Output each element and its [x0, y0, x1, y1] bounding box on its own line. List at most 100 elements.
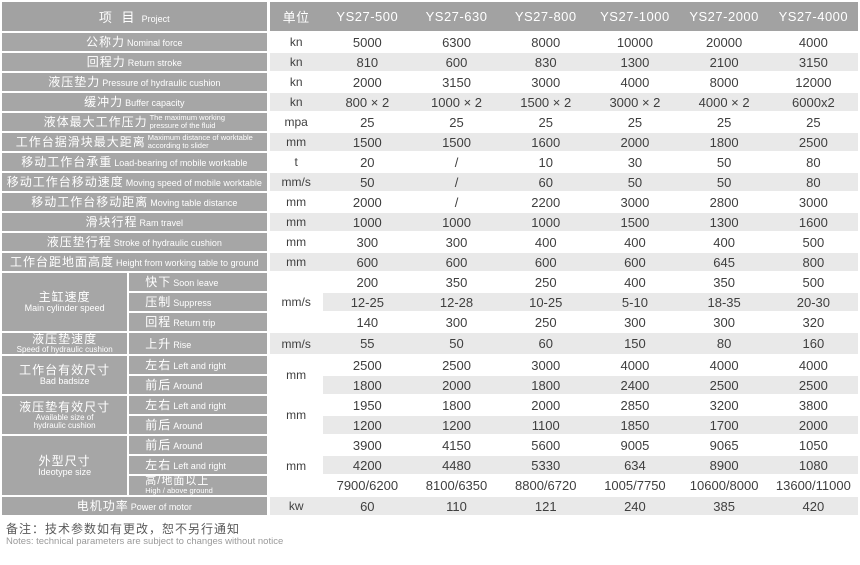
- row-label-en: Height from working table to ground: [116, 258, 259, 268]
- value-cell: 830: [501, 53, 591, 73]
- value-cell: 110: [411, 497, 502, 517]
- value-cell: 5-10: [590, 293, 680, 313]
- value-cell: 50: [679, 153, 769, 173]
- row-label-en: Nominal force: [127, 38, 183, 48]
- row-label-en: Buffer capacity: [125, 98, 185, 108]
- value-cell: 160: [768, 333, 858, 356]
- row-label: 回程力 Return stroke: [2, 53, 270, 73]
- value-cell: 1800: [679, 133, 769, 153]
- unit-cell: kn: [269, 33, 323, 53]
- value-cell: 2500: [679, 376, 769, 396]
- row-sublabel: 左右 Left and right: [129, 456, 270, 476]
- table-row: 工作台据滑块最大距离 Maximum distance of worktable a…: [2, 133, 858, 153]
- header-project-en: Project: [141, 14, 170, 24]
- value-cell: 10: [501, 153, 591, 173]
- unit-cell: kw: [269, 497, 323, 517]
- value-cell: 5600: [501, 436, 591, 456]
- group-label-en: Available size of: [35, 412, 94, 422]
- value-cell: 25: [679, 113, 769, 133]
- value-cell: 7900/6200: [322, 476, 412, 497]
- row-sublabel: 前后 Around: [129, 376, 270, 396]
- value-cell: 60: [501, 333, 591, 356]
- value-cell: 300: [411, 313, 502, 333]
- row-label-zh: 液压垫行程: [46, 235, 112, 249]
- row-label-zh: 滑块行程: [85, 215, 138, 229]
- value-cell: 200: [322, 273, 412, 293]
- note-en: Notes: technical parameters are subject …: [6, 536, 284, 547]
- unit-cell: mm: [269, 436, 323, 497]
- row-sublabel-en: Around: [173, 421, 203, 431]
- row-sublabel-zh: 左右: [145, 398, 172, 412]
- group-label-zh: 液压垫速度: [32, 333, 98, 346]
- value-cell: 3200: [679, 396, 769, 416]
- row-sublabel: 左右 Left and right: [129, 396, 270, 416]
- row-label-en: Power of motor: [130, 502, 192, 512]
- row-sublabel-zh: 回程: [145, 315, 172, 329]
- value-cell: 20000: [679, 33, 769, 53]
- row-sublabel-zh: 高/地面以上: [145, 476, 210, 487]
- value-cell: 25: [501, 113, 591, 133]
- table-row: 回程力 Return stroke kn 810 600 830 1300 2100 3150: [2, 53, 858, 73]
- row-label-en: Load-bearing of mobile worktable: [114, 158, 248, 168]
- value-cell: 18-35: [679, 293, 769, 313]
- value-cell: 250: [501, 273, 591, 293]
- value-cell: 150: [590, 333, 680, 356]
- value-cell: 4000: [768, 33, 858, 53]
- group-label: 主缸速度 Main cylinder speed: [2, 273, 130, 333]
- unit-cell: mm: [269, 213, 323, 233]
- value-cell: 1300: [679, 213, 769, 233]
- row-sublabel-zh: 左右: [145, 358, 172, 372]
- group-label-zh: 液压垫有效尺寸: [19, 399, 111, 414]
- row-label-zh: 液压垫力: [48, 75, 101, 89]
- row-label-en-line: Maximum distance of worktable: [147, 133, 253, 142]
- value-cell: 2000: [501, 396, 591, 416]
- value-cell: 5000: [322, 33, 412, 53]
- value-cell: /: [411, 193, 502, 213]
- header-model: YS27-2000: [679, 2, 769, 33]
- group-label: 液压垫有效尺寸 Available size of hydraulic cushio…: [2, 396, 130, 436]
- row-label-zh: 移动工作台移动距离: [31, 195, 149, 209]
- row-sublabel-zh: 前后: [145, 438, 172, 452]
- row-label-en-line: pressure of the fluid: [149, 120, 216, 130]
- group-label-zh: 外型尺寸: [38, 453, 91, 468]
- group-label: 外型尺寸 Ideotype size: [2, 436, 130, 497]
- row-label: 移动工作台移动速度 Moving speed of mobile worktabl…: [2, 173, 270, 193]
- value-cell: 4480: [411, 456, 502, 476]
- value-cell: 2000: [322, 73, 412, 93]
- row-label-zh: 移动工作台移动速度: [6, 175, 124, 189]
- value-cell: 2000: [322, 193, 412, 213]
- row-sublabel-zh: 快下: [145, 275, 172, 289]
- unit-cell: kn: [269, 73, 323, 93]
- value-cell: 400: [679, 233, 769, 253]
- row-sublabel: 前后 Around: [129, 436, 270, 456]
- header-project: 项 目 Project: [2, 2, 270, 33]
- group-label: 液压垫速度 Speed of hydraulic cushion: [2, 333, 130, 356]
- value-cell: 1600: [768, 213, 858, 233]
- value-cell: 1850: [590, 416, 680, 436]
- value-cell: 5330: [501, 456, 591, 476]
- value-cell: 645: [679, 253, 769, 273]
- row-label-zh: 液体最大工作压力: [43, 115, 148, 129]
- value-cell: 12000: [768, 73, 858, 93]
- value-cell: 25: [768, 113, 858, 133]
- table-row: 滑块行程 Ram travel mm 1000 1000 1000 1500 1300 1600: [2, 213, 858, 233]
- row-sublabel: 左右 Left and right: [129, 356, 270, 376]
- row-sublabel: 快下 Soon leave: [129, 273, 270, 293]
- table-row: 高/地面以上 High / above ground 7900/6200 8100/6…: [2, 476, 858, 497]
- value-cell: 50: [590, 173, 680, 193]
- value-cell: 10000: [590, 33, 680, 53]
- value-cell: 400: [590, 233, 680, 253]
- value-cell: 2200: [501, 193, 591, 213]
- value-cell: 2000: [590, 133, 680, 153]
- header-unit: 单位: [269, 2, 323, 33]
- value-cell: 1300: [590, 53, 680, 73]
- unit-cell: mm: [269, 356, 323, 396]
- value-cell: 3000: [501, 356, 591, 376]
- row-label: 液压垫力 Pressure of hydraulic cushion: [2, 73, 270, 93]
- row-label-zh: 缓冲力: [84, 95, 124, 109]
- value-cell: 1000: [411, 213, 502, 233]
- value-cell: 240: [590, 497, 680, 517]
- row-label-zh: 工作台距地面高度: [10, 255, 115, 269]
- value-cell: 250: [501, 313, 591, 333]
- value-cell: 1700: [679, 416, 769, 436]
